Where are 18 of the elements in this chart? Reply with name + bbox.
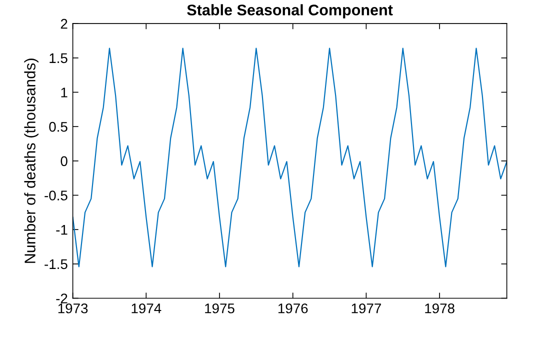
y-tick-label: -0.5 [44,190,68,200]
y-tick-label: -2 [56,294,68,304]
y-tick-label: 0 [60,156,68,166]
chart-title: Stable Seasonal Component [187,4,393,18]
x-tick-label: 1974 [132,303,162,314]
y-tick-label: 0.5 [49,122,68,132]
y-tick-label: 2 [60,18,68,29]
line-series [72,48,507,268]
x-tick-label: 1973 [58,303,88,314]
y-tick-label: 1 [61,88,68,98]
y-tick-label: -1 [56,225,68,235]
x-tick-label: 1978 [425,303,454,314]
x-tick-label: 1976 [278,303,308,314]
y-axis-title: Number of deaths (thousands) [24,58,38,263]
y-tick-label: 1.5 [50,53,68,64]
x-tick-label: 1975 [205,303,234,314]
x-tick-label: 1977 [352,303,381,314]
y-tick-label: -1.5 [44,259,68,270]
